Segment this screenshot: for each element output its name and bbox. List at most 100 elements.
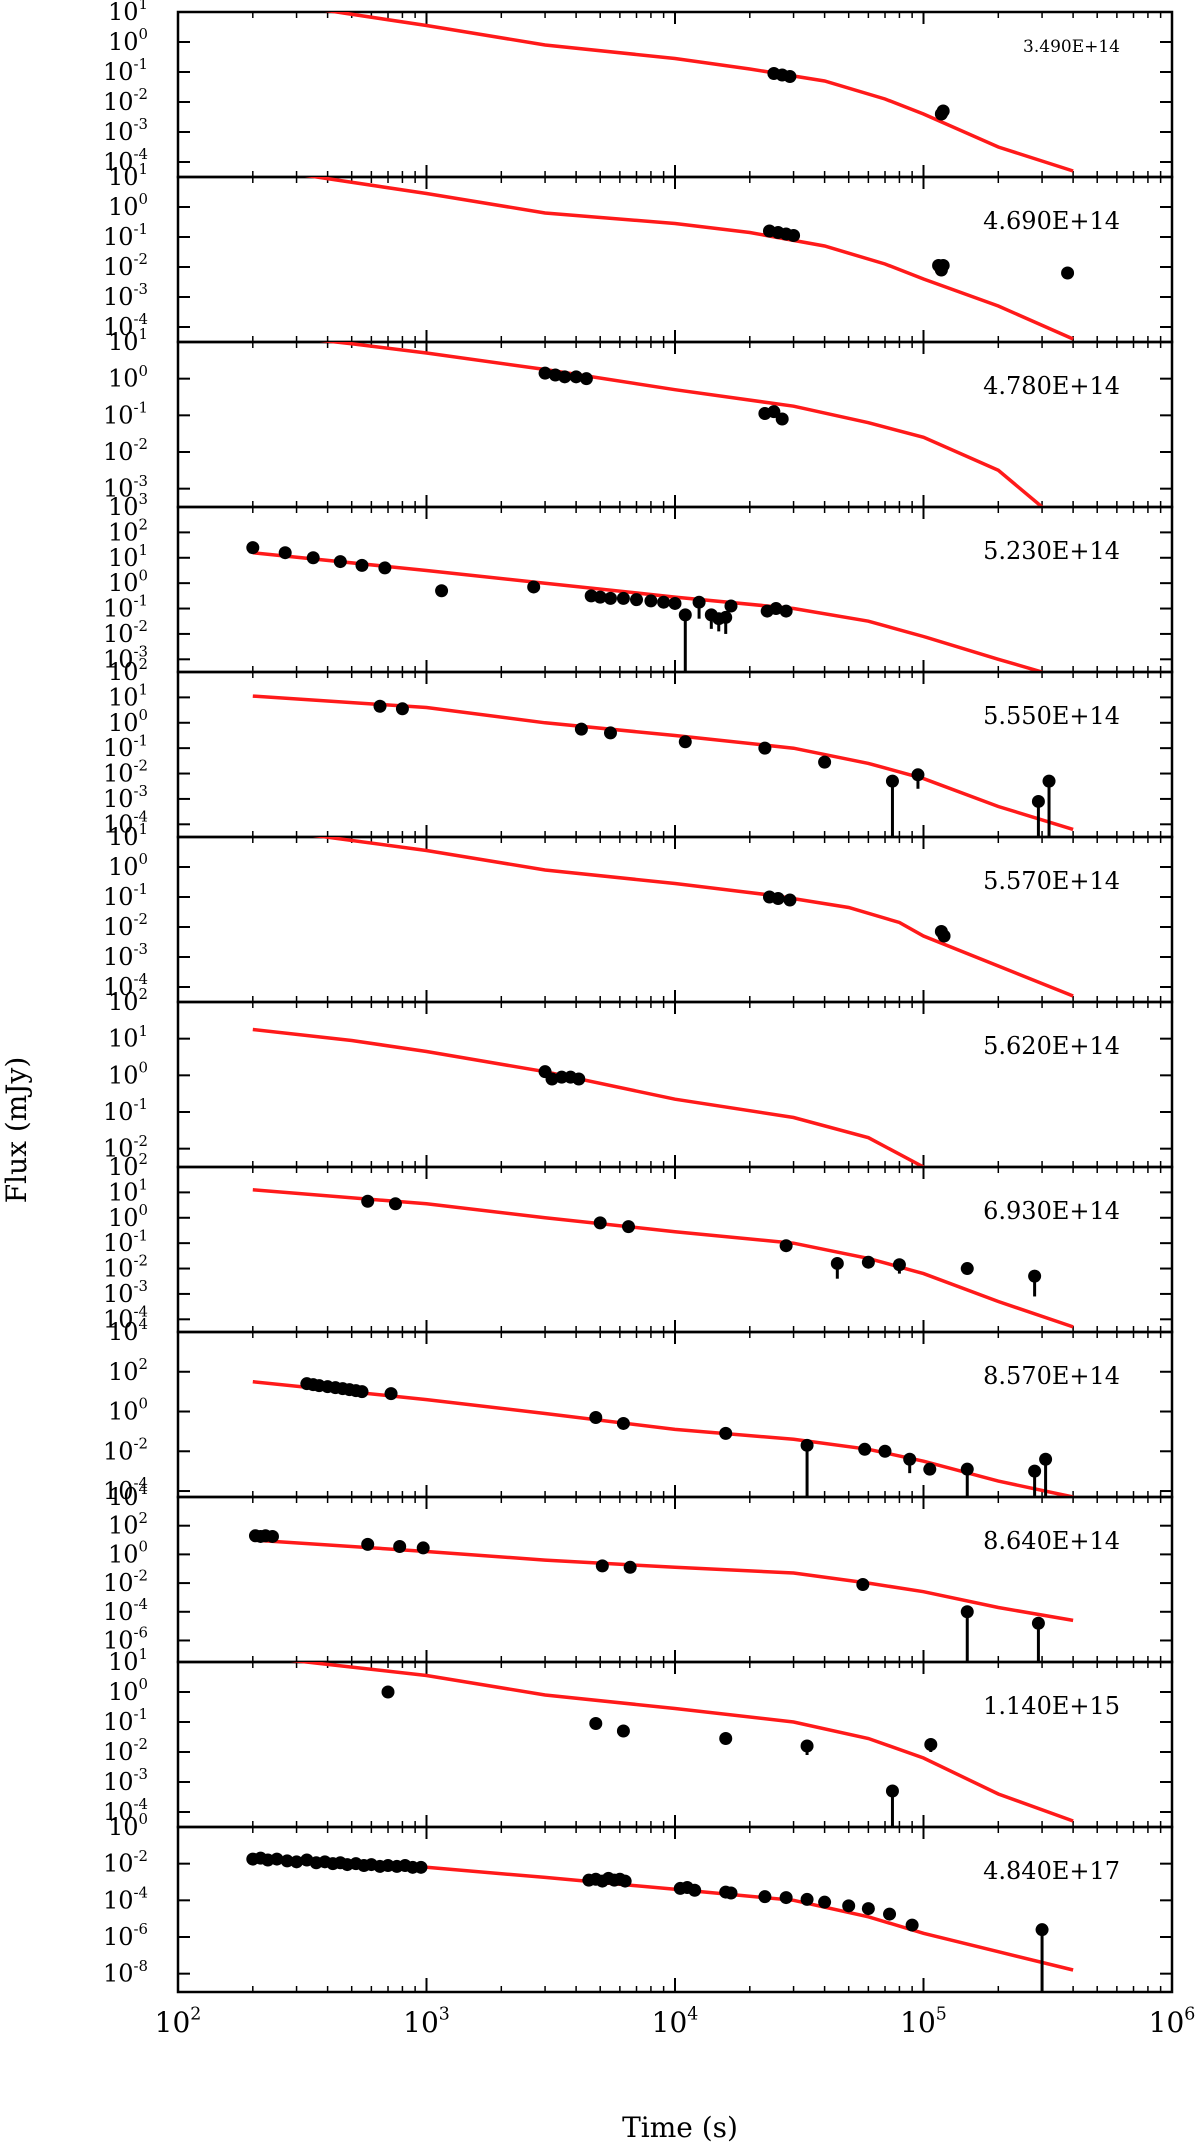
y-tick-label: 101 [108, 681, 148, 712]
y-tick-label: 10-2 [103, 1252, 148, 1283]
data-point [393, 1540, 407, 1553]
panel-plot-area [324, 12, 1074, 173]
data-point [306, 551, 320, 565]
data-point [719, 610, 733, 624]
data-point [779, 1891, 793, 1905]
x-tick-label: 104 [652, 2004, 699, 2039]
data-point [1031, 1616, 1045, 1630]
panel-plot-area [319, 342, 1044, 507]
data-point [416, 1541, 430, 1555]
y-tick-label: 10-2 [103, 1132, 148, 1163]
panel-plot-area [304, 177, 1075, 341]
data-point [937, 929, 951, 943]
data-point [719, 1426, 733, 1440]
y-tick-label: 100 [108, 362, 148, 393]
data-point [936, 104, 950, 118]
data-point [572, 1072, 586, 1086]
model-curve [252, 1856, 1074, 1972]
data-point [618, 1874, 632, 1888]
data-point [361, 1537, 375, 1551]
data-point [527, 580, 541, 594]
y-tick-label: 102 [108, 1150, 148, 1181]
panel-plot-area [248, 1529, 1074, 1662]
y-tick-label: 104 [108, 1480, 148, 1511]
y-tick-label: 10-4 [103, 1795, 148, 1826]
data-point [818, 1895, 832, 1909]
y-tick-label: 10-2 [103, 910, 148, 941]
y-tick-label: 101 [108, 160, 148, 191]
data-point [1042, 774, 1056, 788]
data-point [800, 1438, 814, 1452]
y-tick-label: 10-4 [103, 145, 148, 176]
y-tick-label: 10-4 [103, 1474, 148, 1505]
y-tick-label: 100 [108, 1201, 148, 1232]
y-tick-label: 10-2 [103, 250, 148, 281]
panel-plot-area [252, 1377, 1074, 1497]
data-point [545, 1072, 559, 1086]
y-tick-label: 10-2 [103, 1434, 148, 1465]
data-point [861, 1902, 875, 1916]
data-point [622, 1220, 636, 1234]
data-point [246, 541, 260, 555]
data-point [278, 546, 292, 560]
data-point [783, 893, 797, 907]
panel-frame [176, 1330, 1174, 1499]
data-point [558, 370, 572, 384]
data-point [905, 1918, 919, 1932]
y-tick-label: 100 [108, 1395, 148, 1426]
y-tick-label: 10-1 [103, 1705, 148, 1736]
data-point [800, 1892, 814, 1906]
y-tick-label: 10-1 [103, 55, 148, 86]
data-point [630, 593, 644, 607]
data-point [787, 229, 801, 242]
x-tick-label: 103 [403, 2004, 450, 2039]
data-point [593, 590, 607, 604]
data-point [435, 584, 449, 598]
y-tick-label: 10-2 [103, 1847, 148, 1878]
data-point [644, 594, 658, 608]
model-curve [252, 1379, 1074, 1497]
panel-plot-area [290, 1662, 1074, 1827]
data-point [290, 1855, 304, 1869]
data-point [769, 602, 783, 616]
panel-label: 1.140E+15 [983, 1692, 1120, 1720]
y-tick-label: 10-2 [103, 617, 148, 648]
data-point [1031, 794, 1045, 808]
data-point [688, 1883, 702, 1897]
model-curve [252, 1538, 1074, 1623]
panel-12: 100 10-2 10-4 10-6 10-8 4.840E+17 [103, 1810, 1174, 1994]
y-tick-label: 100 [108, 706, 148, 737]
panel-label: 5.570E+14 [983, 867, 1120, 895]
y-tick-label: 10-4 [103, 1595, 148, 1626]
data-point [960, 1462, 974, 1476]
model-curve [252, 550, 1043, 672]
data-point [569, 370, 583, 384]
panel-label: 8.640E+14 [983, 1527, 1120, 1555]
data-point [395, 702, 409, 716]
data-point [724, 599, 738, 613]
data-point [719, 1732, 733, 1745]
y-tick-label: 100 [108, 25, 148, 56]
data-point [1061, 266, 1075, 280]
data-point [579, 372, 593, 386]
data-point [818, 755, 832, 769]
model-curve [290, 1662, 1074, 1823]
panel-3: 101 100 10-1 10-2 10-3 4.780E+14 [103, 325, 1174, 509]
y-tick-label: 10-1 [103, 399, 148, 430]
panel-label: 4.840E+17 [983, 1857, 1120, 1885]
panel-frame [176, 1165, 1174, 1334]
y-tick-label: 100 [108, 566, 148, 597]
data-point [1028, 1464, 1042, 1478]
data-point [668, 596, 682, 610]
data-point [616, 1416, 630, 1430]
data-point [861, 1255, 875, 1269]
panel-frame [176, 1825, 1174, 1994]
y-tick-label: 10-3 [103, 643, 148, 674]
y-tick-label: 102 [108, 985, 148, 1016]
data-point [856, 1578, 870, 1592]
panel-plot-area [252, 1188, 1074, 1329]
panel-label: 6.930E+14 [983, 1197, 1120, 1225]
